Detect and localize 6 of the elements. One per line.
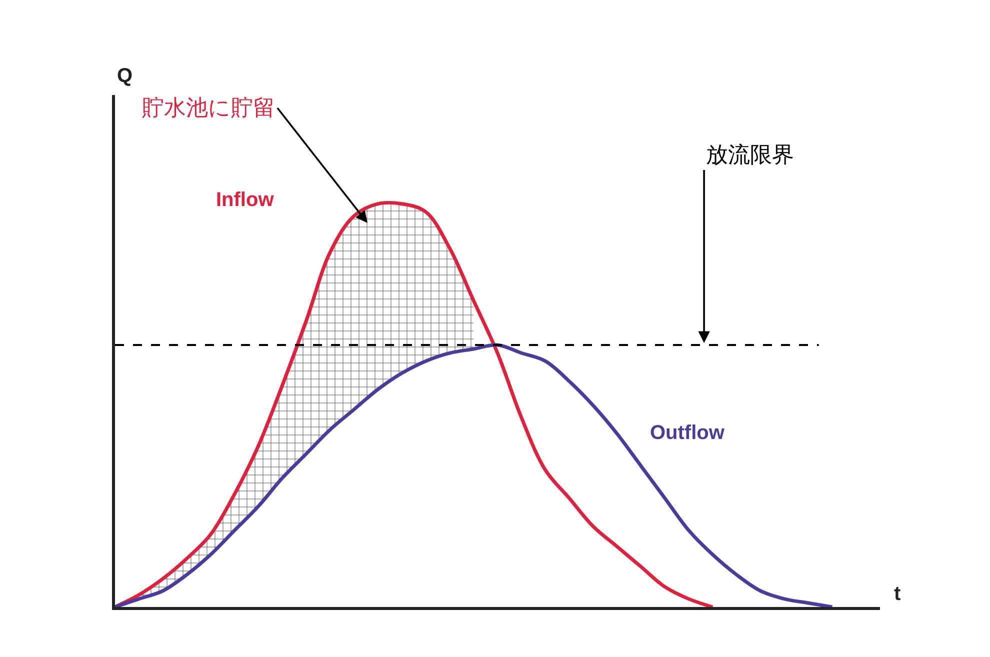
x-axis-title: t [894,583,901,605]
text: Inflow [216,189,274,211]
ref-line-label: 放流限界 [706,143,794,168]
series-label: Outflow [650,422,725,444]
text: Q [117,65,133,87]
text: 貯水池に貯留 [142,96,275,121]
